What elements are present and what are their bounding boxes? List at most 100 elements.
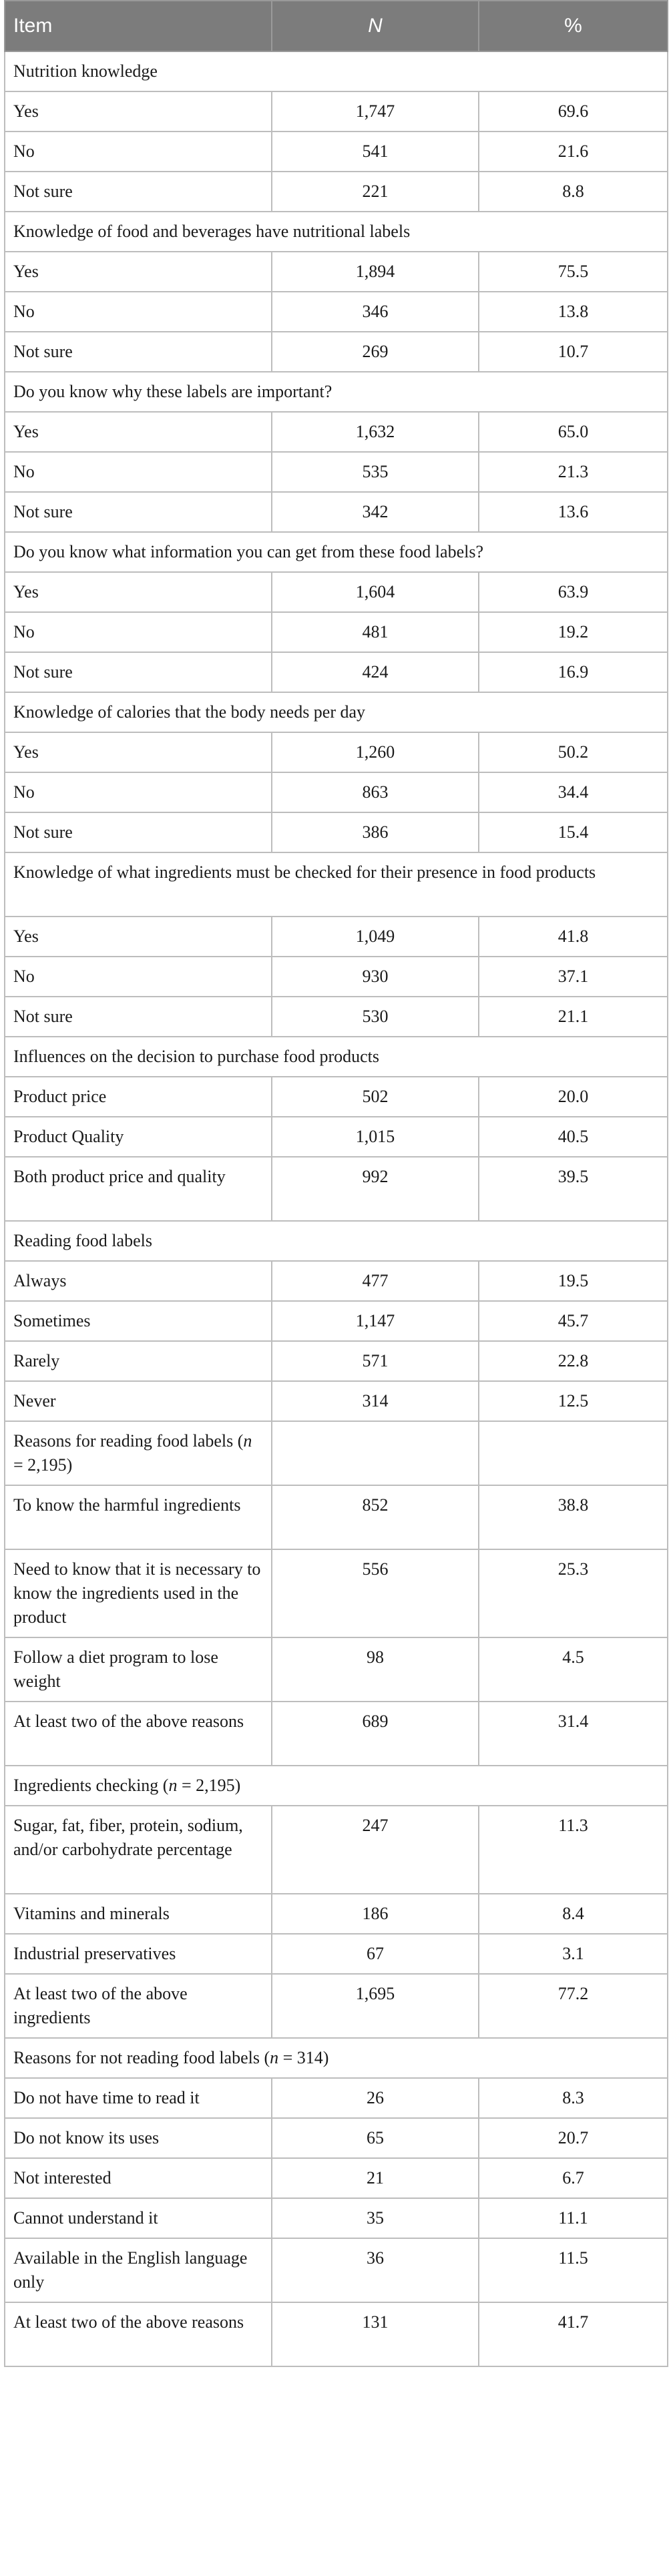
table-row: Sometimes 1,147 45.7	[4, 1300, 668, 1342]
row-percent: 11.5	[478, 2238, 668, 2303]
table-row: No 541 21.6	[4, 131, 668, 172]
row-label: At least two of the above reasons	[4, 1701, 272, 1766]
empty-cell	[271, 1421, 479, 1486]
row-label: Not sure	[4, 331, 272, 372]
row-percent: 6.7	[478, 2157, 668, 2199]
table-row: Not sure 386 15.4	[4, 812, 668, 853]
table-row: Rarely 571 22.8	[4, 1340, 668, 1382]
table-row: Yes 1,894 75.5	[4, 251, 668, 292]
row-label: Product Quality	[4, 1116, 272, 1157]
row-percent: 22.8	[478, 1340, 668, 1382]
section-title: Do you know what information you can get…	[4, 531, 668, 573]
row-percent: 20.0	[478, 1076, 668, 1117]
table-row: Cannot understand it 35 11.1	[4, 2198, 668, 2239]
row-label: Do not know its uses	[4, 2117, 272, 2159]
row-n: 1,049	[271, 916, 479, 957]
row-n: 530	[271, 996, 479, 1037]
section-row: Influences on the decision to purchase f…	[4, 1036, 668, 1077]
row-label: At least two of the above reasons	[4, 2302, 272, 2367]
table-row: Product Quality 1,015 40.5	[4, 1116, 668, 1157]
row-n: 67	[271, 1933, 479, 1975]
table-row: To know the harmful ingredients 852 38.8	[4, 1485, 668, 1550]
subsection-title-post: = 2,195)	[13, 1455, 73, 1475]
row-percent: 25.3	[478, 1549, 668, 1638]
row-percent: 3.1	[478, 1933, 668, 1975]
row-percent: 50.2	[478, 732, 668, 773]
row-n: 571	[271, 1340, 479, 1382]
row-label: At least two of the above ingredients	[4, 1973, 272, 2039]
row-n: 1,260	[271, 732, 479, 773]
row-label: Industrial preservatives	[4, 1933, 272, 1975]
row-label: No	[4, 291, 272, 332]
row-n: 1,147	[271, 1300, 479, 1342]
row-percent: 21.3	[478, 451, 668, 493]
header-percent: %	[478, 0, 668, 52]
row-n: 477	[271, 1260, 479, 1302]
row-percent: 8.3	[478, 2077, 668, 2119]
header-row: Item N %	[4, 0, 668, 52]
row-n: 314	[271, 1380, 479, 1422]
row-n: 386	[271, 812, 479, 853]
row-n: 535	[271, 451, 479, 493]
row-percent: 15.4	[478, 812, 668, 853]
row-label: Both product price and quality	[4, 1156, 272, 1222]
row-label: Yes	[4, 571, 272, 613]
table-row: Yes 1,260 50.2	[4, 732, 668, 773]
section-title: Nutrition knowledge	[4, 51, 668, 92]
data-table: Item N % Nutrition knowledge Yes 1,747 69.…	[4, 0, 668, 2367]
row-percent: 8.4	[478, 1893, 668, 1935]
table-row: Follow a diet program to lose weight 98 4.…	[4, 1637, 668, 1702]
row-n: 1,604	[271, 571, 479, 613]
empty-cell	[478, 1421, 668, 1486]
table-row: Vitamins and minerals 186 8.4	[4, 1893, 668, 1935]
row-n: 1,894	[271, 251, 479, 292]
table-row: Not sure 342 13.6	[4, 491, 668, 533]
table-row: Yes 1,632 65.0	[4, 411, 668, 453]
row-n: 502	[271, 1076, 479, 1117]
table-row: Always 477 19.5	[4, 1260, 668, 1302]
row-n: 424	[271, 652, 479, 693]
row-n: 346	[271, 291, 479, 332]
subsection-title-n: n	[270, 2048, 279, 2067]
row-label: Sometimes	[4, 1300, 272, 1342]
row-percent: 65.0	[478, 411, 668, 453]
row-label: Product price	[4, 1076, 272, 1117]
subsection-title-n: n	[243, 1431, 252, 1451]
row-percent: 34.4	[478, 772, 668, 813]
row-percent: 69.6	[478, 91, 668, 132]
subsection-title-pre: Reasons for not reading food labels (	[13, 2048, 270, 2067]
section-title: Reading food labels	[4, 1220, 668, 1262]
row-percent: 13.8	[478, 291, 668, 332]
row-n: 1,015	[271, 1116, 479, 1157]
row-percent: 38.8	[478, 1485, 668, 1550]
row-label: Not sure	[4, 812, 272, 853]
row-label: Yes	[4, 732, 272, 773]
row-label: Available in the English language only	[4, 2238, 272, 2303]
row-label: No	[4, 772, 272, 813]
row-n: 1,747	[271, 91, 479, 132]
row-label: No	[4, 956, 272, 997]
table-row: No 863 34.4	[4, 772, 668, 813]
row-label: Vitamins and minerals	[4, 1893, 272, 1935]
row-percent: 39.5	[478, 1156, 668, 1222]
row-n: 186	[271, 1893, 479, 1935]
table-row: Industrial preservatives 67 3.1	[4, 1933, 668, 1975]
section-title: Knowledge of calories that the body need…	[4, 692, 668, 733]
table-row: No 535 21.3	[4, 451, 668, 493]
table-row: Yes 1,049 41.8	[4, 916, 668, 957]
table-row: Product price 502 20.0	[4, 1076, 668, 1117]
subsection-title-n: n	[168, 1776, 178, 1795]
row-n: 1,632	[271, 411, 479, 453]
row-label: Never	[4, 1380, 272, 1422]
row-label: Always	[4, 1260, 272, 1302]
row-n: 21	[271, 2157, 479, 2199]
table-row: Yes 1,747 69.6	[4, 91, 668, 132]
row-percent: 77.2	[478, 1973, 668, 2039]
row-percent: 20.7	[478, 2117, 668, 2159]
table-row: No 346 13.8	[4, 291, 668, 332]
row-n: 1,695	[271, 1973, 479, 2039]
row-label: No	[4, 611, 272, 653]
row-label: Follow a diet program to lose weight	[4, 1637, 272, 1702]
row-percent: 19.2	[478, 611, 668, 653]
section-row: Do you know why these labels are importa…	[4, 371, 668, 413]
